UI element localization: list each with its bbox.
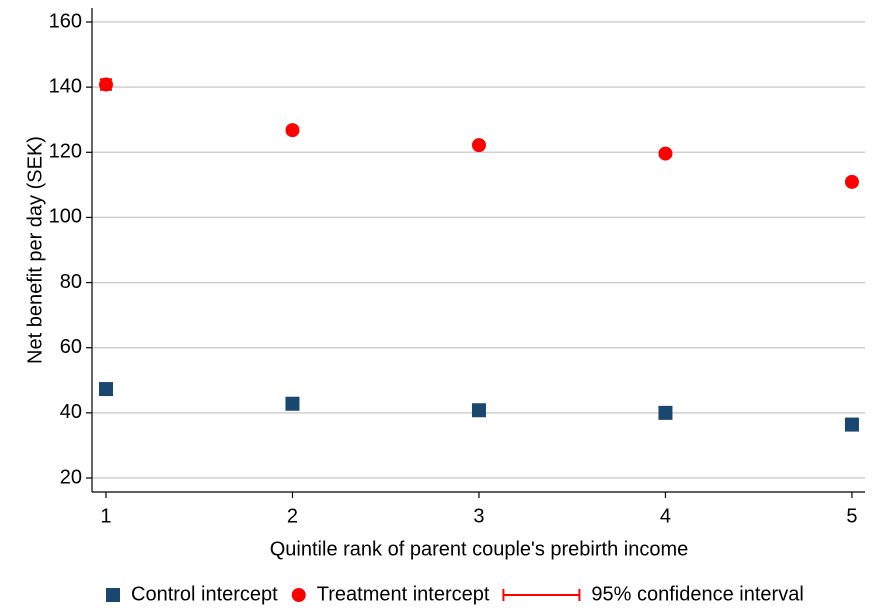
y-axis-label: Net benefit per day (SEK) — [24, 136, 46, 364]
data-point — [844, 174, 859, 189]
y-tick-label: 60 — [60, 336, 82, 358]
y-tick-label: 140 — [49, 75, 82, 97]
data-point — [285, 396, 300, 411]
x-tick-label: 5 — [846, 505, 857, 527]
y-tick-label: 120 — [49, 141, 82, 163]
legend-label: Control intercept — [131, 583, 278, 605]
data-point — [658, 146, 673, 161]
data-point — [98, 382, 113, 397]
legend-label: Treatment intercept — [317, 583, 490, 605]
y-tick-label: 100 — [49, 206, 82, 228]
x-tick-label: 2 — [287, 505, 298, 527]
data-point — [98, 77, 113, 92]
y-tick-label: 40 — [60, 401, 82, 423]
y-tick-label: 20 — [60, 466, 82, 488]
data-point — [471, 403, 486, 418]
legend-marker — [106, 588, 120, 602]
y-tick-label: 80 — [60, 271, 82, 293]
legend-label: 95% confidence interval — [591, 583, 803, 605]
data-point — [658, 405, 673, 420]
data-point — [471, 138, 486, 153]
data-point — [844, 417, 859, 432]
x-tick-label: 3 — [473, 505, 484, 527]
y-tick-label: 160 — [49, 10, 82, 32]
x-axis-label: Quintile rank of parent couple's prebirt… — [270, 538, 689, 560]
legend-marker — [291, 588, 306, 602]
x-tick-label: 1 — [100, 505, 111, 527]
x-tick-label: 4 — [660, 505, 671, 527]
data-point — [285, 123, 300, 138]
